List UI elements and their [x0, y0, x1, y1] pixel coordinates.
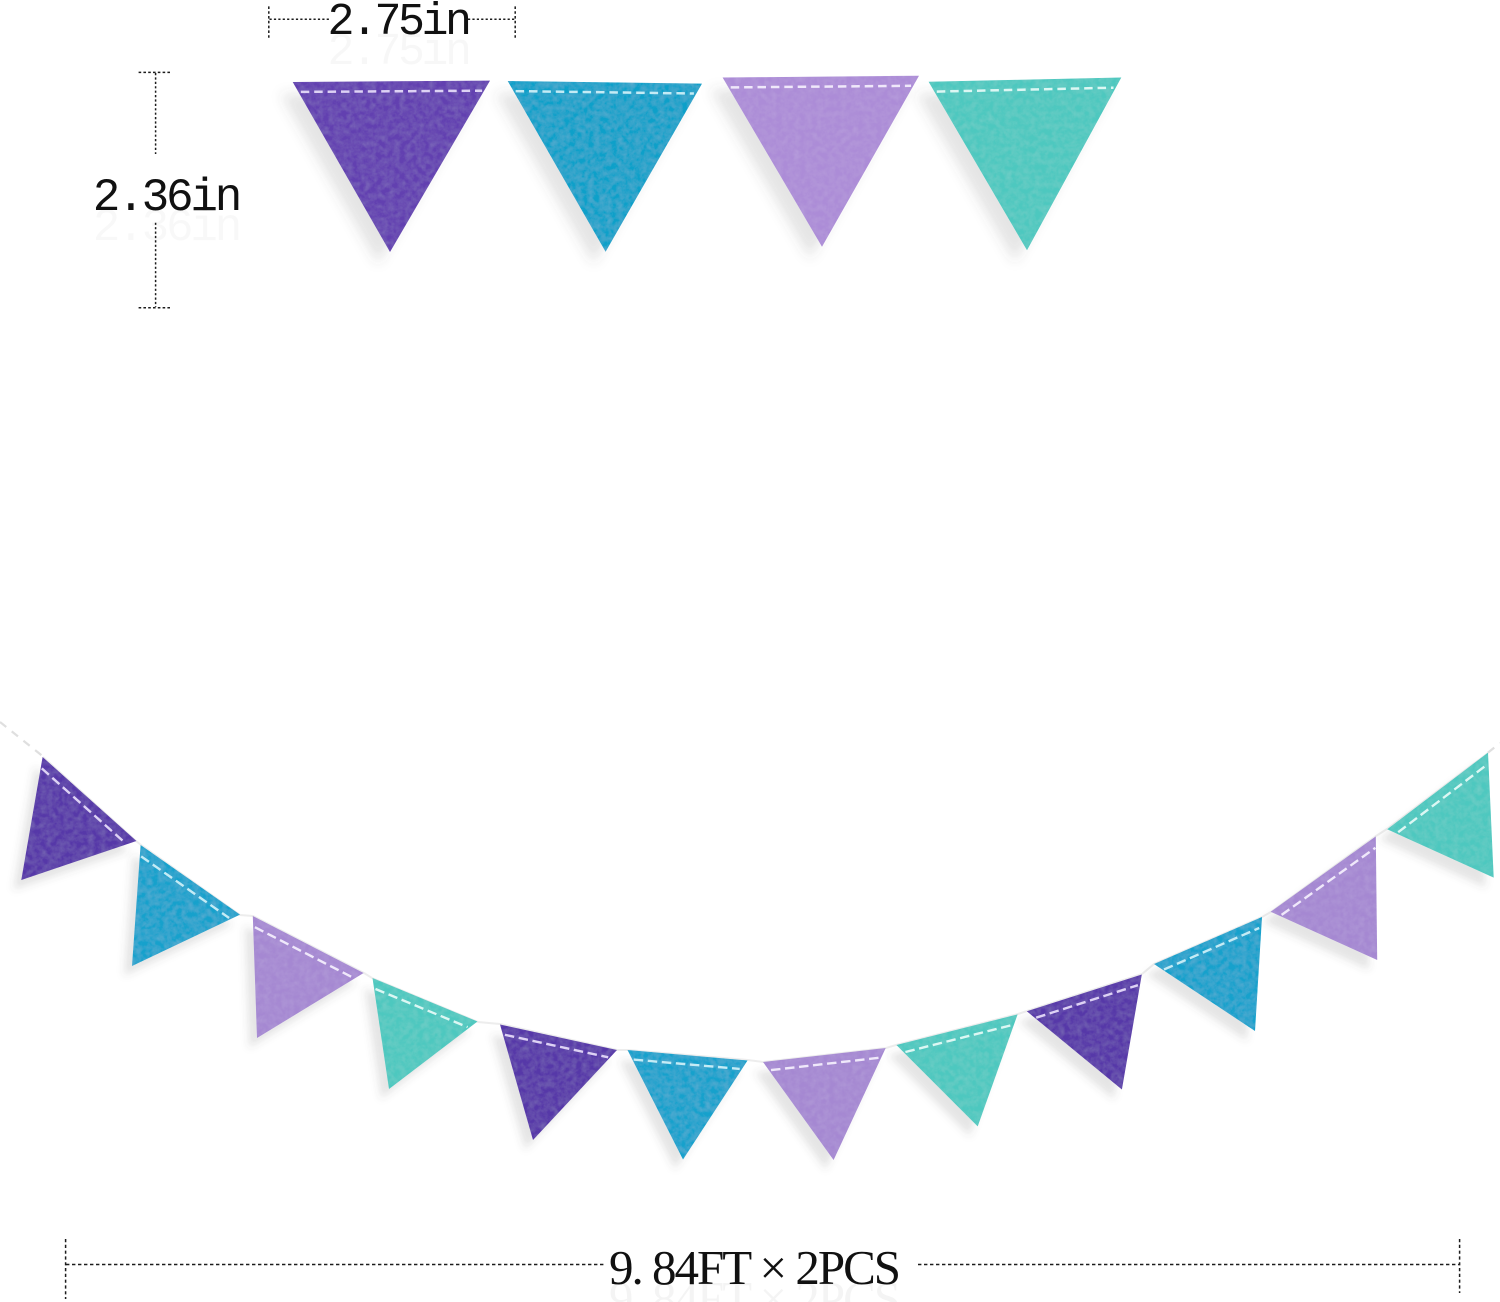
svg-text:2.36in: 2.36in: [93, 172, 239, 224]
svg-text:2.75in: 2.75in: [327, 0, 469, 48]
svg-text:9. 84FT × 2PCS: 9. 84FT × 2PCS: [609, 1271, 899, 1302]
svg-text:9. 84FT × 2PCS: 9. 84FT × 2PCS: [609, 1240, 899, 1295]
svg-text:2.36in: 2.36in: [93, 202, 239, 254]
svg-text:2.75in: 2.75in: [327, 27, 469, 78]
